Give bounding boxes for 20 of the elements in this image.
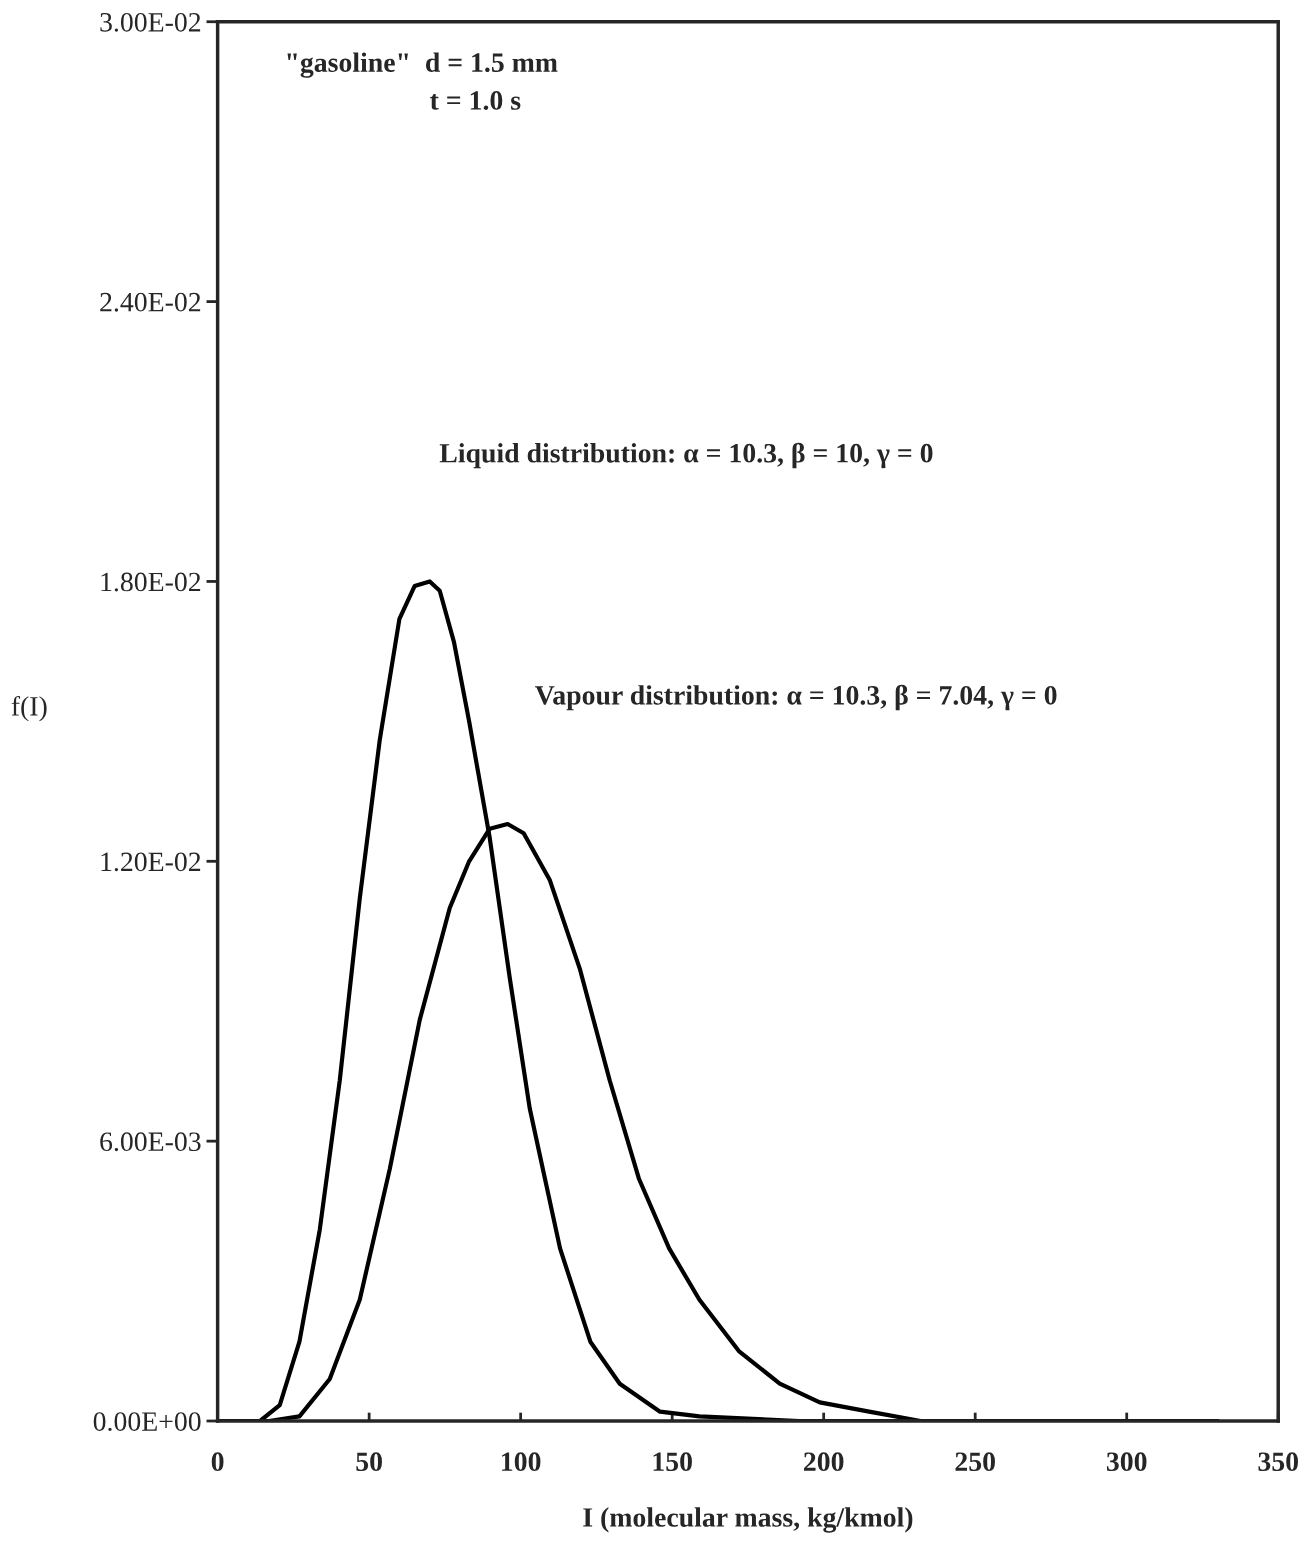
x-tick-label: 300 bbox=[1106, 1452, 1147, 1472]
y-tick-label: 0.00E+00 bbox=[93, 1412, 201, 1432]
y-tick-label: 1.80E-02 bbox=[101, 572, 201, 592]
x-tick-label: 0 bbox=[211, 1452, 224, 1472]
x-tick-label: 50 bbox=[356, 1452, 382, 1472]
annotation: Liquid distribution: α = 10.3, β = 10, γ = 0 bbox=[439, 442, 933, 469]
y-tick-label: 3.00E-02 bbox=[100, 12, 201, 32]
x-tick-label: 200 bbox=[804, 1452, 844, 1472]
y-axis-title: f(I) bbox=[11, 695, 47, 722]
y-tick-label: 2.40E-02 bbox=[100, 292, 201, 312]
y-tick-label: 6.00E-03 bbox=[100, 1132, 201, 1152]
annotation: "gasoline" d = 1.5 mm bbox=[287, 52, 558, 78]
x-tick-label: 100 bbox=[502, 1452, 541, 1472]
annotation: t = 1.0 s bbox=[430, 91, 521, 110]
annotation: Vapour distribution: α = 10.3, β = 7.04, γ = 0 bbox=[535, 684, 1057, 711]
x-tick-label: 250 bbox=[955, 1452, 995, 1472]
x-axis-title: I (molecular mass, kg/kmol) bbox=[583, 1507, 913, 1533]
x-tick-label: 350 bbox=[1258, 1452, 1298, 1472]
y-tick-label: 1.20E-02 bbox=[101, 852, 201, 872]
x-tick-label: 150 bbox=[653, 1452, 692, 1472]
